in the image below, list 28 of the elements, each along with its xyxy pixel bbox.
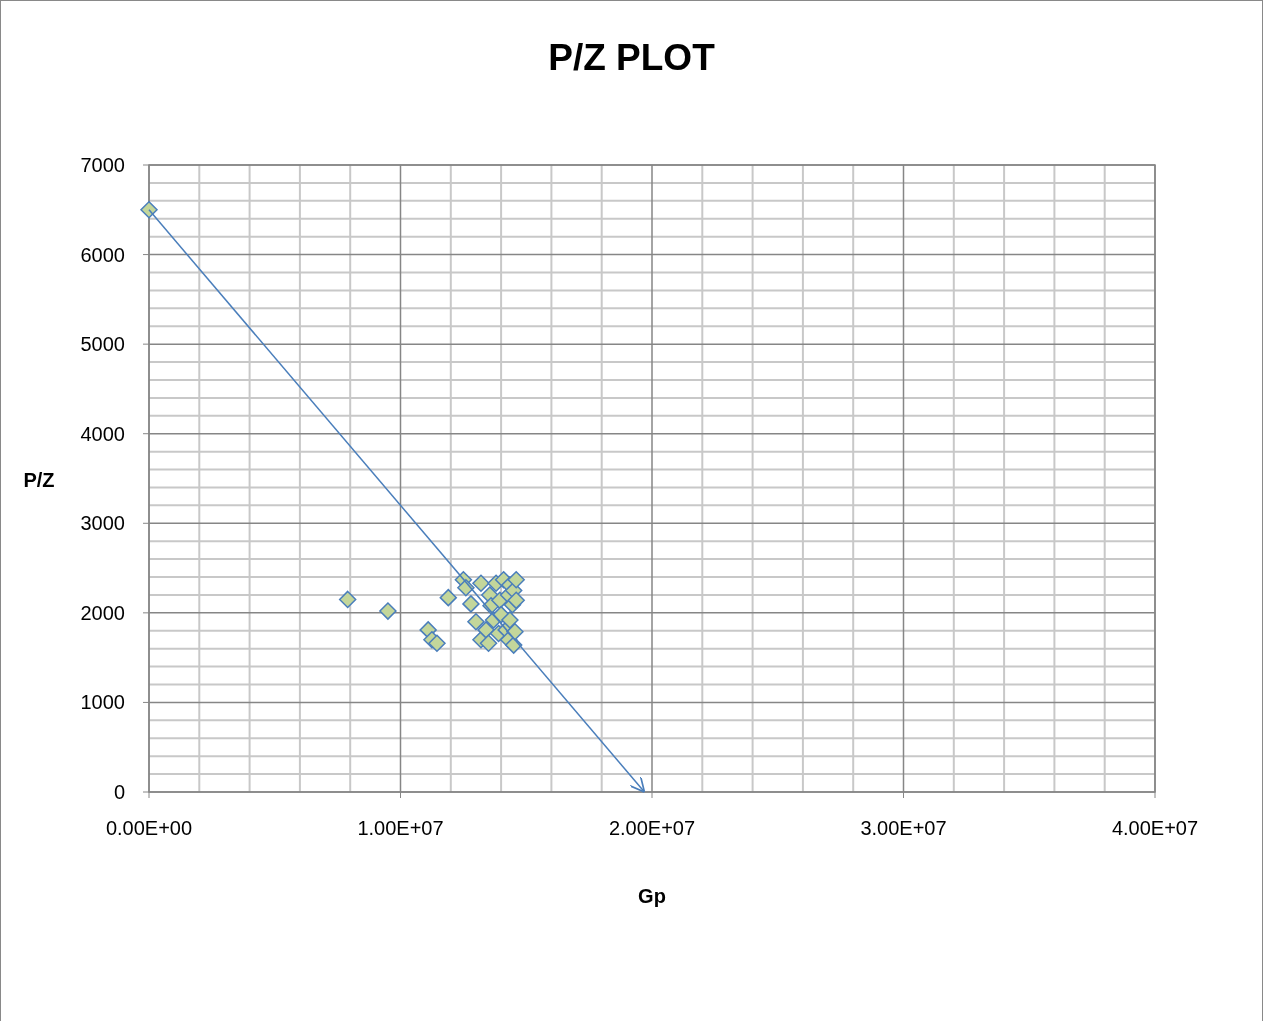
point bbox=[379, 602, 397, 620]
point bbox=[467, 613, 485, 631]
chart-title: P/Z PLOT bbox=[548, 37, 716, 78]
point bbox=[472, 574, 490, 593]
y-tick-label: 6000 bbox=[80, 243, 125, 266]
x-tick-label: 4.00E+07 bbox=[1111, 817, 1199, 839]
y-tick-label: 4000 bbox=[80, 422, 125, 445]
point bbox=[479, 634, 498, 653]
x-tick-label: 1.00E+07 bbox=[357, 817, 444, 839]
point bbox=[462, 595, 480, 613]
y-tick-label: 3000 bbox=[80, 512, 125, 535]
point bbox=[507, 591, 525, 610]
y-tick-label: 1000 bbox=[80, 691, 125, 714]
point bbox=[501, 611, 519, 629]
point bbox=[507, 570, 525, 589]
point bbox=[439, 588, 458, 607]
x-axis-title: Gp bbox=[638, 885, 666, 907]
y-axis-title: P/Z bbox=[23, 469, 55, 491]
point bbox=[428, 634, 446, 653]
y-tick-label: 0 bbox=[113, 781, 125, 803]
point bbox=[140, 201, 158, 219]
point bbox=[338, 590, 357, 609]
x-tick-label: 0.00E+00 bbox=[105, 817, 193, 839]
x-tick-label: 2.00E+07 bbox=[608, 817, 696, 839]
y-tick-label: 5000 bbox=[80, 333, 125, 356]
y-tick-label: 2000 bbox=[80, 601, 125, 624]
y-tick-label: 7000 bbox=[80, 154, 125, 176]
x-tick-label: 3.00E+07 bbox=[860, 817, 947, 839]
